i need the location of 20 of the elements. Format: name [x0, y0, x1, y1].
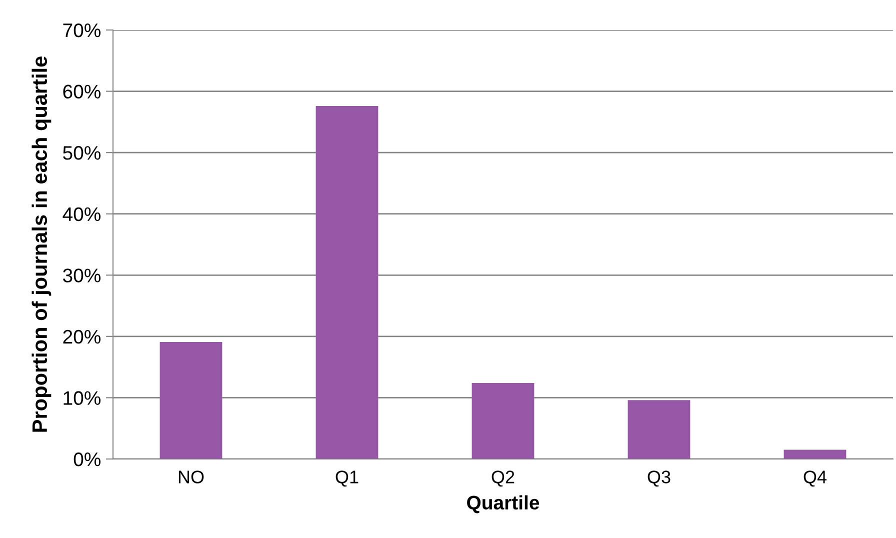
y-axis-title: Proportion of journals in each quartile: [32, 56, 52, 432]
x-tick-label: Q2: [492, 470, 514, 487]
x-tick-label: Q1: [336, 470, 358, 487]
bar: [316, 106, 378, 459]
y-tick-label: 40%: [62, 207, 101, 222]
bar: [628, 400, 690, 459]
y-tick-label: 0%: [74, 452, 101, 466]
x-tick-label: NO: [178, 470, 204, 484]
y-tick-label: 10%: [64, 391, 101, 405]
x-tick-label: Q4: [804, 470, 827, 487]
y-tick-label: 30%: [63, 268, 101, 282]
x-tick-label: Q3: [648, 470, 670, 487]
bar: [784, 450, 846, 459]
bar: [160, 342, 222, 459]
bar: [472, 383, 534, 459]
y-tick-label: 60%: [63, 84, 101, 99]
x-axis-title: Quartile: [467, 495, 540, 514]
y-tick-label: 70%: [63, 23, 101, 38]
y-tick-label: 20%: [63, 330, 101, 344]
y-tick-label: 50%: [63, 146, 101, 160]
